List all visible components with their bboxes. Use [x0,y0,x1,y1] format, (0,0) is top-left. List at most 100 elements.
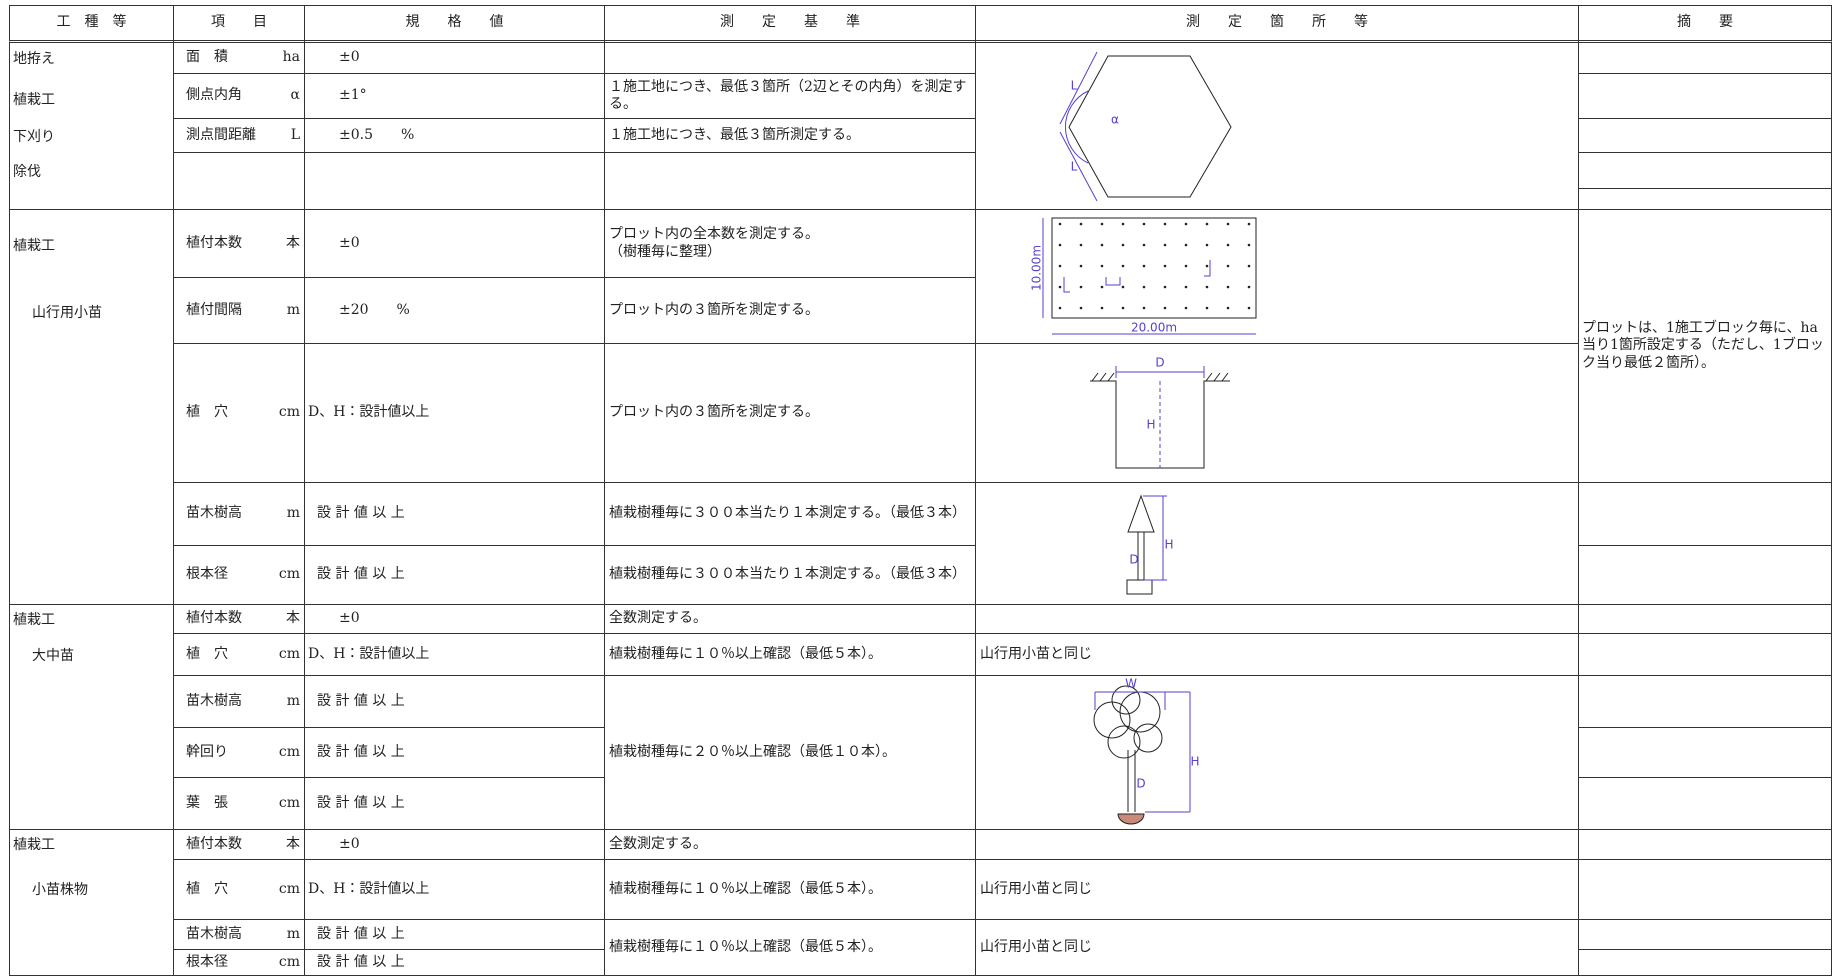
header-cell: 項 目 [173,5,305,43]
item-unit: cm [278,953,300,970]
location-cell [975,829,1579,860]
criteria-cell: 植栽樹種毎に１０％以上確認（最低５本）。 [604,859,976,920]
remarks-cell [1578,188,1832,210]
item-name: 植 穴 [186,645,228,662]
item-unit: cm [278,794,300,811]
item-name: 植 穴 [186,880,228,897]
location-cell [975,482,1579,605]
item-cell: 植 穴 cm [173,343,305,483]
item-unit: m [286,301,300,318]
remarks-cell [1578,919,1832,950]
remarks-cell [1578,118,1832,153]
work-label: 大中苗 [32,648,74,664]
item-name: 苗木樹高 [186,925,242,942]
spec-cell: ±20 % [304,277,605,344]
remarks-cell [1578,42,1832,74]
item-name: 植付本数 [186,234,242,251]
remarks-cell [1578,675,1832,728]
item-unit: cm [278,880,300,897]
item-cell [173,152,305,210]
item-cell: 苗木樹高 m [173,919,305,950]
remarks-cell [1578,604,1832,634]
item-unit: m [286,505,300,522]
remarks-cell [1578,777,1832,830]
criteria-cell: 植栽樹種毎に３００本当たり１本測定する。（最低３本） [604,482,976,546]
location-cell: 山行用小苗と同じ [975,633,1579,676]
item-cell: 植 穴 cm [173,633,305,676]
item-name: 根本径 [186,953,228,970]
criteria-cell: プロット内の３箇所を測定する。 [604,277,976,344]
location-cell [975,675,1579,830]
item-unit: L [290,126,300,143]
spec-cell: 設 計 値 以 上 [304,949,605,976]
spec-cell: 設 計 値 以 上 [304,919,605,950]
work-label: 植栽工 [13,92,55,108]
item-unit: ha [282,49,300,66]
item-unit: m [286,692,300,709]
item-cell: 幹回り cm [173,727,305,778]
item-unit: 本 [286,610,300,627]
work-cell [9,209,174,605]
item-name: 植付本数 [186,835,242,852]
criteria-cell: 全数測定する。 [604,829,976,860]
header-cell: 測 定 基 準 [604,5,976,43]
location-cell [975,42,1579,210]
spec-cell: D、H：設計値以上 [304,859,605,920]
item-cell: 側点内角 α [173,73,305,119]
spec-cell: ±0.5 % [304,118,605,153]
remarks-cell [1578,633,1832,676]
criteria-cell: プロット内の全本数を測定する。 （樹種毎に整理） [604,209,976,278]
work-label: 植栽工 [13,238,55,254]
item-cell: 根本径 cm [173,545,305,605]
item-cell: 葉 張 cm [173,777,305,830]
spec-cell: D、H：設計値以上 [304,343,605,483]
item-name: 苗木樹高 [186,505,242,522]
spec-cell: 設 計 値 以 上 [304,545,605,605]
spec-cell: ±0 [304,604,605,634]
item-cell: 苗木樹高 m [173,482,305,546]
spec-cell: ±0 [304,209,605,278]
item-cell: 植付本数 本 [173,209,305,278]
item-name: 植 穴 [186,404,228,421]
criteria-cell: 植栽樹種毎に１０％以上確認（最低５本）。 [604,919,976,976]
location-cell [975,209,1579,344]
item-cell: 苗木樹高 m [173,675,305,728]
remarks-cell [1578,152,1832,189]
criteria-cell: 植栽樹種毎に１０％以上確認（最低５本）。 [604,633,976,676]
item-unit: 本 [286,234,300,251]
spec-cell: 設 計 値 以 上 [304,675,605,728]
item-name: 側点内角 [186,87,242,104]
item-unit: cm [278,404,300,421]
location-cell: 山行用小苗と同じ [975,859,1579,920]
item-unit: cm [278,645,300,662]
work-label: 植栽工 [13,837,55,853]
spec-cell: 設 計 値 以 上 [304,727,605,778]
item-cell: 根本径 cm [173,949,305,976]
item-cell: 面 積 ha [173,42,305,74]
item-unit: 本 [286,835,300,852]
criteria-cell: １施工地につき、最低３箇所（2辺とその内角）を測定する。 [604,73,976,119]
item-cell: 植付間隔 m [173,277,305,344]
item-cell: 測点間距離 L [173,118,305,153]
remarks-cell: プロットは、1施工ブロック毎に、ha当り1箇所設定する（ただし、1ブロック当り最… [1578,209,1832,483]
work-label: 小苗株物 [32,882,88,898]
item-name: 葉 張 [186,794,228,811]
header-cell: 摘 要 [1578,5,1832,43]
work-label: 植栽工 [13,612,55,628]
remarks-cell [1578,859,1832,920]
item-cell: 植付本数 本 [173,829,305,860]
work-cell [9,604,174,830]
criteria-cell: 全数測定する。 [604,604,976,634]
item-unit: α [290,87,300,104]
criteria-cell: 植栽樹種毎に３００本当たり１本測定する。（最低３本） [604,545,976,605]
spec-cell: ±1° [304,73,605,119]
criteria-cell [604,42,976,74]
work-label: 除伐 [13,164,41,180]
spec-cell [304,152,605,210]
remarks-cell [1578,829,1832,860]
remarks-cell [1578,949,1832,976]
spec-cell: ±0 [304,42,605,74]
spec-cell: 設 計 値 以 上 [304,777,605,830]
